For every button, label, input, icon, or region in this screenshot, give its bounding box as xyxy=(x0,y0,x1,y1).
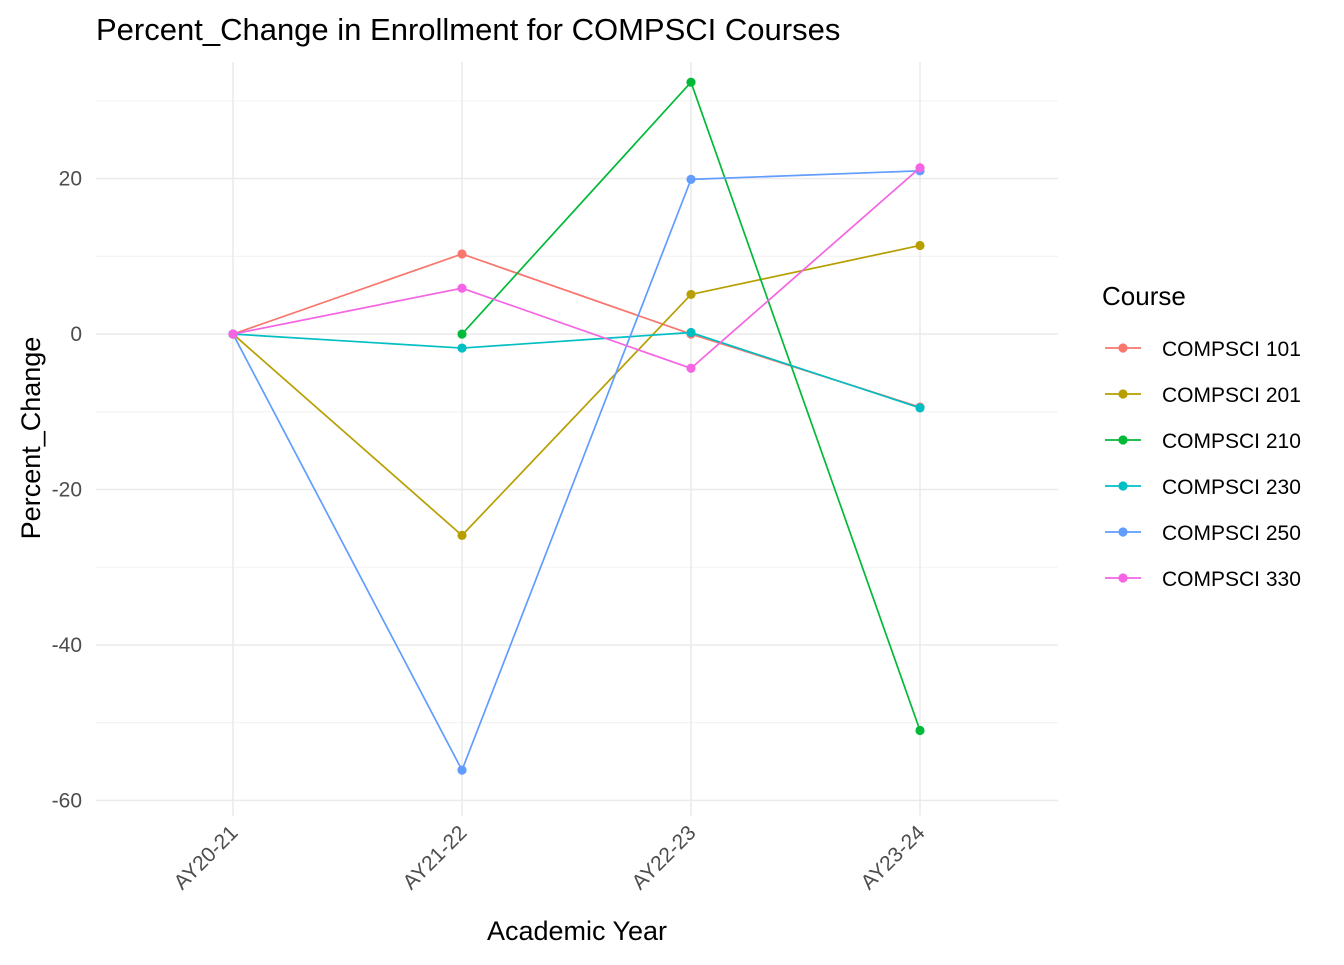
grid xyxy=(96,62,1058,816)
data-point xyxy=(457,765,467,775)
legend-key-point xyxy=(1118,481,1128,491)
y-tick-label: 20 xyxy=(59,168,82,191)
legend-key-point xyxy=(1118,527,1128,537)
data-point xyxy=(457,343,467,353)
data-point xyxy=(686,174,696,184)
x-tick-label: AY23-24 xyxy=(857,821,930,894)
y-tick-label: -60 xyxy=(52,789,82,812)
x-tick-label: AY20-21 xyxy=(170,821,243,894)
y-tick-label: -20 xyxy=(52,479,82,502)
series xyxy=(228,249,925,412)
legend-item: COMPSCI 101 xyxy=(1105,338,1301,361)
y-axis-ticks: -60 -40 -20 0 20 xyxy=(52,168,82,813)
legend-item: COMPSCI 201 xyxy=(1105,384,1301,407)
legend-key-point xyxy=(1118,389,1128,399)
x-axis-title: Academic Year xyxy=(487,916,667,946)
data-point xyxy=(686,363,696,373)
series-line xyxy=(232,253,921,408)
series-line xyxy=(232,244,921,537)
data-point xyxy=(686,327,696,338)
legend-key-point xyxy=(1118,343,1128,353)
data-point xyxy=(915,163,925,173)
legend-title: Course xyxy=(1102,281,1186,311)
legend-item: COMPSCI 330 xyxy=(1105,568,1301,591)
legend-item: COMPSCI 230 xyxy=(1105,476,1301,499)
data-point xyxy=(915,725,925,736)
legend-label: COMPSCI 230 xyxy=(1162,476,1301,499)
y-tick-label: 0 xyxy=(70,323,82,346)
legend-label: COMPSCI 201 xyxy=(1162,384,1301,407)
data-point xyxy=(686,289,696,300)
x-tick-label: AY22-23 xyxy=(628,821,701,894)
series-line xyxy=(232,331,921,409)
series xyxy=(228,327,925,413)
data-point xyxy=(457,249,467,259)
legend-item: COMPSCI 250 xyxy=(1105,522,1301,545)
series xyxy=(228,163,925,373)
data-point xyxy=(228,329,238,339)
series xyxy=(457,77,925,736)
legend-key-point xyxy=(1118,435,1128,445)
legend-label: COMPSCI 330 xyxy=(1162,568,1301,591)
legend-label: COMPSCI 250 xyxy=(1162,522,1301,545)
legend-key-point xyxy=(1118,573,1128,583)
legend-label: COMPSCI 101 xyxy=(1162,338,1301,361)
series-line xyxy=(232,169,921,771)
legend-items: COMPSCI 101 COMPSCI 201 COMPSCI 210 COMPSCI… xyxy=(1105,338,1301,591)
legend-item: COMPSCI 210 xyxy=(1105,430,1301,453)
x-tick-label: AY21-22 xyxy=(399,821,472,894)
chart-title: Percent_Change in Enrollment for COMPSCI… xyxy=(96,12,840,47)
y-tick-label: -40 xyxy=(52,634,82,657)
data-point xyxy=(457,530,467,540)
legend: Course COMPSCI 101 COMPSCI 201 COMPSCI 210… xyxy=(1102,281,1301,591)
legend-label: COMPSCI 210 xyxy=(1162,430,1301,453)
series-group xyxy=(228,77,925,775)
data-point xyxy=(915,403,925,413)
data-point xyxy=(915,240,925,251)
series-line xyxy=(232,167,921,370)
data-point xyxy=(457,329,467,339)
y-axis-title: Percent_Change xyxy=(16,337,46,540)
series xyxy=(228,240,925,540)
series xyxy=(228,166,925,775)
data-point xyxy=(457,283,467,293)
x-axis-ticks: AY20-21 AY21-22 AY22-23 AY23-24 xyxy=(170,821,930,894)
data-point xyxy=(686,77,696,87)
